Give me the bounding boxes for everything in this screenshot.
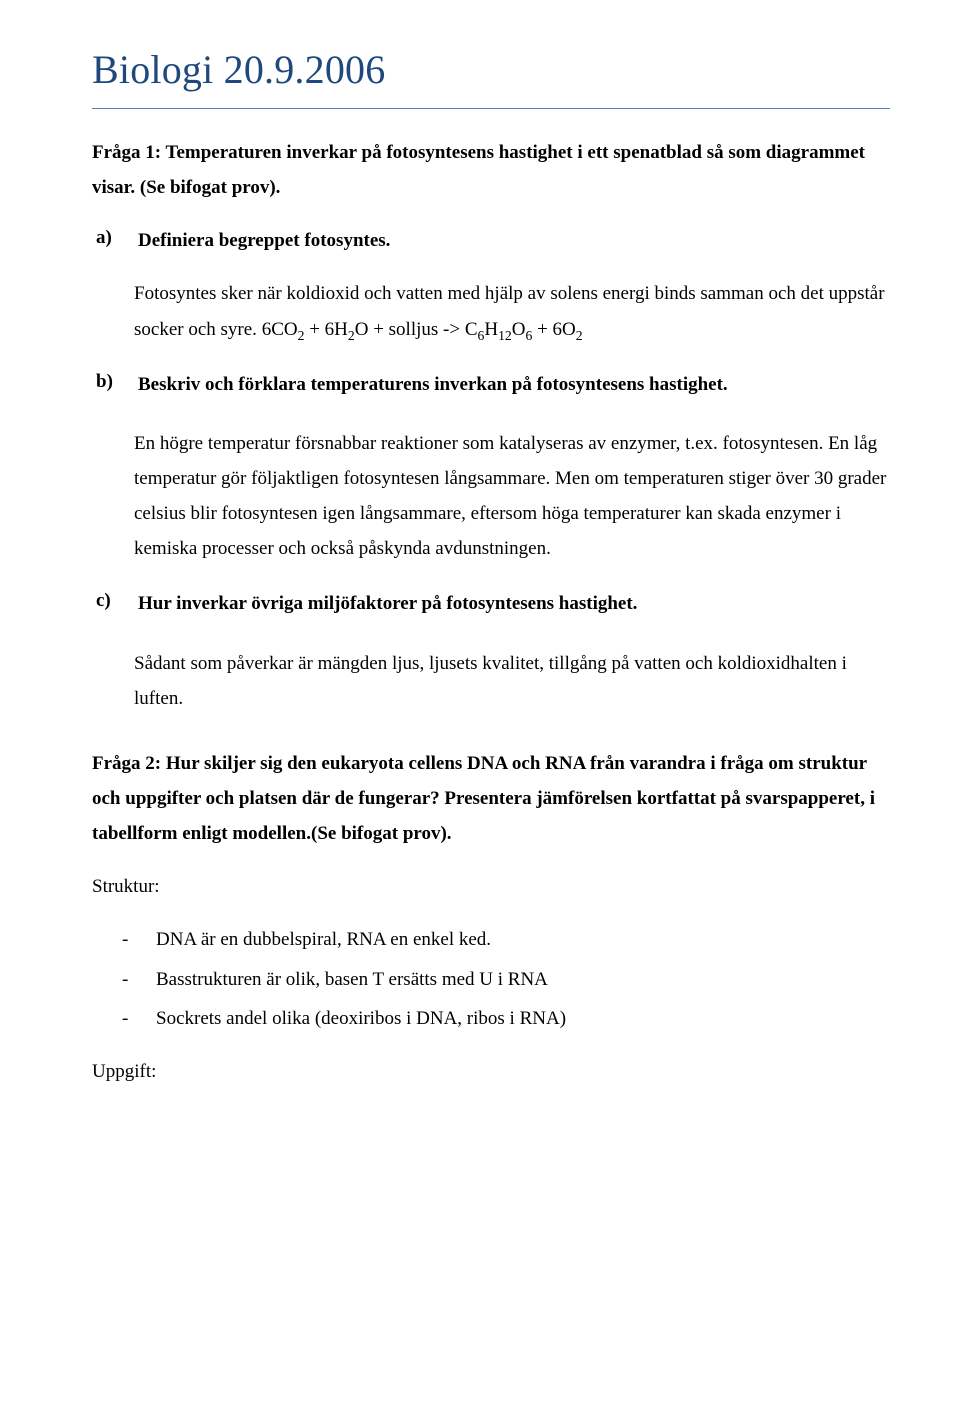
q1c-answer: Sådant som påverkar är mängden ljus, lju… <box>134 646 890 716</box>
q1b-marker: b) <box>92 367 138 402</box>
page-title: Biologi 20.9.2006 <box>92 38 890 102</box>
dash-icon: - <box>122 922 156 957</box>
list-item-text: Basstrukturen är olik, basen T ersätts m… <box>156 962 548 997</box>
q1-part-b: b) Beskriv och förklara temperaturens in… <box>92 367 890 402</box>
q1c-marker: c) <box>92 586 138 621</box>
q1-part-c: c) Hur inverkar övriga miljöfaktorer på … <box>92 586 890 621</box>
list-item-text: Sockrets andel olika (deoxiribos i DNA, … <box>156 1001 566 1036</box>
question-1-subparts-b: b) Beskriv och förklara temperaturens in… <box>92 367 890 402</box>
question-1-heading: Fråga 1: Temperaturen inverkar på fotosy… <box>92 135 890 205</box>
formula-6co2: 6CO2 + 6H2O + solljus -> C6H12O6 + 6O2 <box>262 319 583 340</box>
question-1-subparts: a) Definiera begreppet fotosyntes. <box>92 223 890 258</box>
q2-struktur-list: - DNA är en dubbelspiral, RNA en enkel k… <box>122 922 890 1035</box>
q1a-answer: Fotosyntes sker när koldioxid och vatten… <box>134 276 890 346</box>
q1a-label: Definiera begreppet fotosyntes. <box>138 223 890 258</box>
list-item: - DNA är en dubbelspiral, RNA en enkel k… <box>122 922 890 957</box>
question-2-heading: Fråga 2: Hur skiljer sig den eukaryota c… <box>92 746 890 851</box>
list-item: - Basstrukturen är olik, basen T ersätts… <box>122 962 890 997</box>
title-rule <box>92 108 890 109</box>
list-item-text: DNA är en dubbelspiral, RNA en enkel ked… <box>156 922 491 957</box>
q2-uppgift-label: Uppgift: <box>92 1054 890 1089</box>
q1a-marker: a) <box>92 223 138 258</box>
list-item: - Sockrets andel olika (deoxiribos i DNA… <box>122 1001 890 1036</box>
dash-icon: - <box>122 1001 156 1036</box>
q2-struktur-label: Struktur: <box>92 869 890 904</box>
q1c-label: Hur inverkar övriga miljöfaktorer på fot… <box>138 586 890 621</box>
dash-icon: - <box>122 962 156 997</box>
q1b-label: Beskriv och förklara temperaturens inver… <box>138 367 890 402</box>
question-1-subparts-c: c) Hur inverkar övriga miljöfaktorer på … <box>92 586 890 621</box>
q1-part-a: a) Definiera begreppet fotosyntes. <box>92 223 890 258</box>
q1b-answer: En högre temperatur försnabbar reaktione… <box>134 426 890 567</box>
